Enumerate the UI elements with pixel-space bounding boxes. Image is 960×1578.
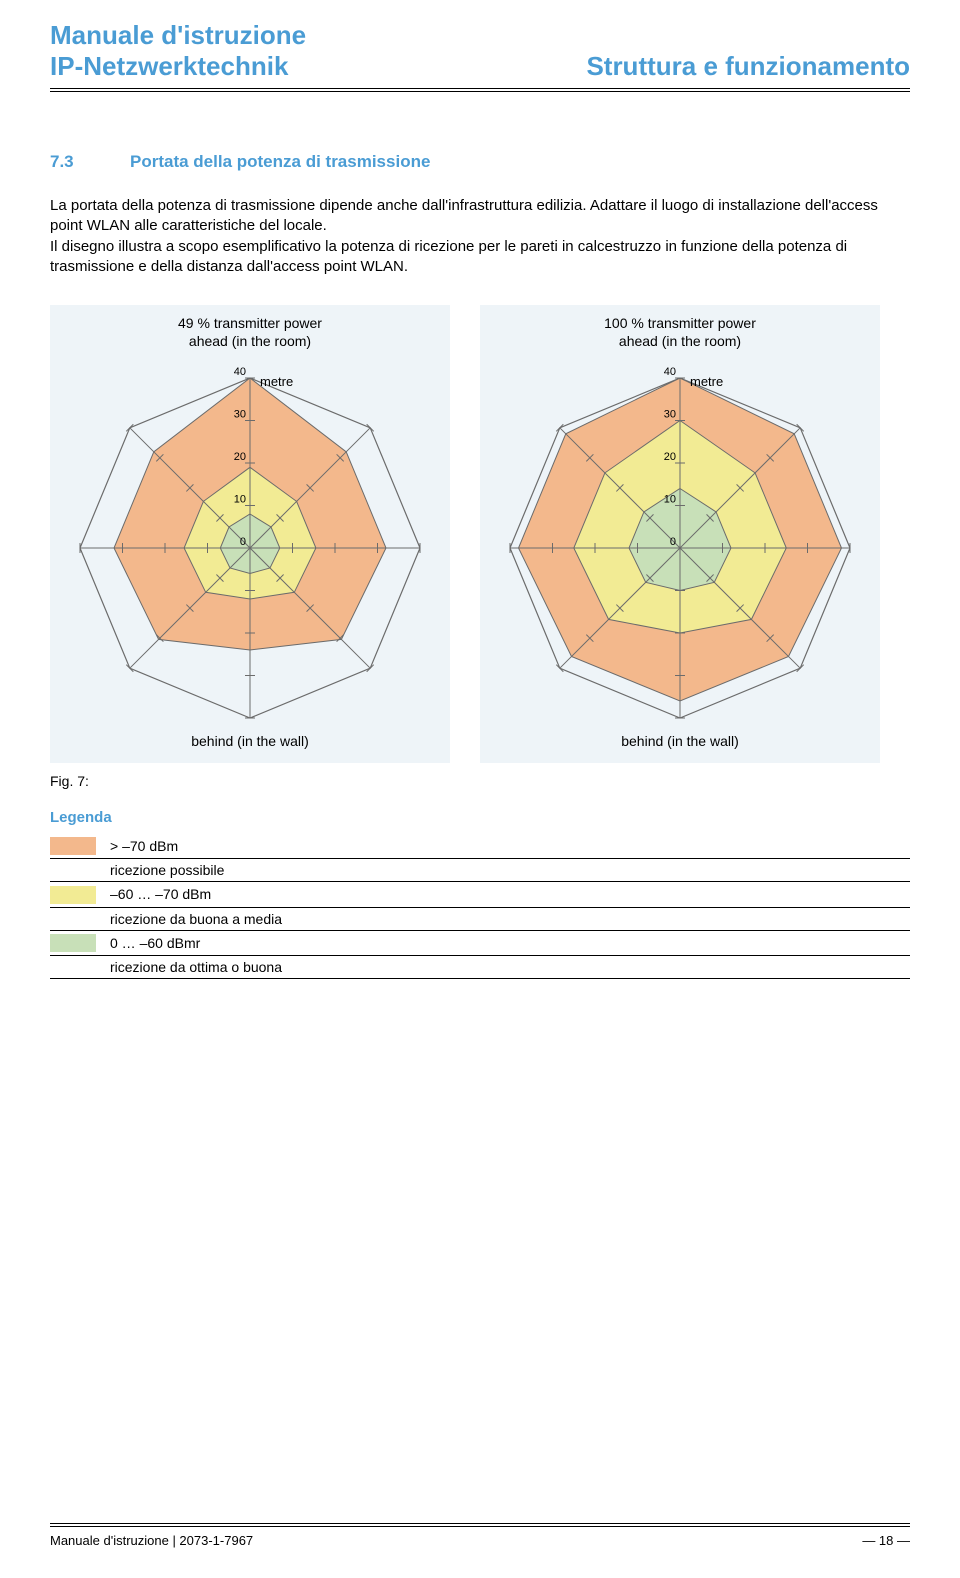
svg-text:0: 0 [670, 536, 676, 548]
legend-row-desc: ricezione da buona a media [50, 907, 910, 930]
radar-panel-right: 100 % transmitter power ahead (in the ro… [480, 305, 880, 763]
page-footer: Manuale d'istruzione | 2073-1-7967 — 18 … [50, 1523, 910, 1548]
footer-page-number: — 18 — [862, 1533, 910, 1548]
legend-row-desc: ricezione possibile [50, 859, 910, 882]
legend-range: –60 … –70 dBm [110, 882, 910, 907]
svg-text:10: 10 [234, 494, 246, 506]
header-title-line1: Manuale d'istruzione [50, 20, 910, 51]
panel-left-subtitle-top: ahead (in the room) [50, 333, 450, 349]
panel-right-title: 100 % transmitter power [480, 315, 880, 331]
panel-left-subtitle-bottom: behind (in the wall) [50, 733, 450, 749]
panel-left-title: 49 % transmitter power [50, 315, 450, 331]
header-rule [50, 88, 910, 92]
header-title-line2: IP-Netzwerktechnik [50, 51, 288, 82]
figure-container: 49 % transmitter power ahead (in the roo… [50, 305, 910, 763]
legend-desc: ricezione da buona a media [110, 907, 910, 930]
svg-text:metre: metre [260, 374, 293, 389]
svg-text:30: 30 [234, 409, 246, 421]
legend-row: 0 … –60 dBmr [50, 930, 910, 955]
header-section-name: Struttura e funzionamento [586, 51, 910, 82]
svg-text:40: 40 [664, 366, 676, 378]
legend-desc: ricezione da ottima o buona [110, 955, 910, 978]
svg-text:metre: metre [690, 374, 723, 389]
legend-row: > –70 dBm [50, 834, 910, 859]
panel-right-subtitle-bottom: behind (in the wall) [480, 733, 880, 749]
legend-range: 0 … –60 dBmr [110, 930, 910, 955]
svg-text:0: 0 [240, 536, 246, 548]
radar-chart-left: 40 30 20 10 0 metre [60, 353, 440, 733]
legend-title: Legenda [50, 809, 910, 826]
page-header: Manuale d'istruzione IP-Netzwerktechnik … [50, 20, 910, 82]
footer-left: Manuale d'istruzione | 2073-1-7967 [50, 1533, 253, 1548]
legend-desc: ricezione possibile [110, 859, 910, 882]
legend-row: –60 … –70 dBm [50, 882, 910, 907]
section-number: 7.3 [50, 152, 130, 172]
legend-row-desc: ricezione da ottima o buona [50, 955, 910, 978]
svg-text:10: 10 [664, 494, 676, 506]
figure-caption: Fig. 7: [50, 773, 910, 789]
section-heading: 7.3 Portata della potenza di trasmission… [50, 152, 910, 172]
legend-table: > –70 dBmricezione possibile–60 … –70 dB… [50, 834, 910, 979]
panel-right-subtitle-top: ahead (in the room) [480, 333, 880, 349]
svg-text:30: 30 [664, 409, 676, 421]
svg-text:20: 20 [234, 451, 246, 463]
body-paragraph: La portata della potenza di trasmissione… [50, 196, 910, 277]
legend-range: > –70 dBm [110, 834, 910, 859]
radar-panel-left: 49 % transmitter power ahead (in the roo… [50, 305, 450, 763]
footer-rule [50, 1523, 910, 1527]
svg-text:40: 40 [234, 366, 246, 378]
section-title: Portata della potenza di trasmissione [130, 152, 430, 172]
svg-text:20: 20 [664, 451, 676, 463]
radar-chart-right: 40 30 20 10 0 metre [490, 353, 870, 733]
